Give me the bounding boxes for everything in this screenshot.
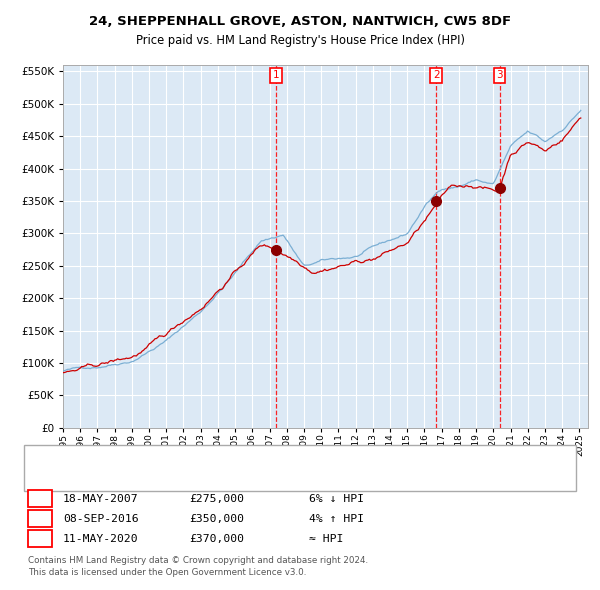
Text: This data is licensed under the Open Government Licence v3.0.: This data is licensed under the Open Gov…: [28, 568, 307, 577]
Text: 11-MAY-2020: 11-MAY-2020: [63, 534, 139, 543]
Text: 6% ↓ HPI: 6% ↓ HPI: [309, 494, 364, 503]
Text: 3: 3: [496, 70, 503, 80]
Text: ≈ HPI: ≈ HPI: [309, 534, 343, 543]
Text: 24, SHEPPENHALL GROVE, ASTON, NANTWICH, CW5 8DF: 24, SHEPPENHALL GROVE, ASTON, NANTWICH, …: [89, 15, 511, 28]
Text: 08-SEP-2016: 08-SEP-2016: [63, 514, 139, 523]
Text: Price paid vs. HM Land Registry's House Price Index (HPI): Price paid vs. HM Land Registry's House …: [136, 34, 464, 47]
Text: ——: ——: [39, 448, 67, 463]
Text: 18-MAY-2007: 18-MAY-2007: [63, 494, 139, 503]
Text: HPI: Average price, detached house, Cheshire East: HPI: Average price, detached house, Ches…: [69, 467, 325, 477]
Text: ——: ——: [39, 465, 67, 479]
Text: 2: 2: [433, 70, 440, 80]
Text: 1: 1: [273, 70, 280, 80]
Text: 4% ↑ HPI: 4% ↑ HPI: [309, 514, 364, 523]
Text: 3: 3: [36, 532, 44, 545]
Text: £370,000: £370,000: [189, 534, 244, 543]
Text: 24, SHEPPENHALL GROVE, ASTON, NANTWICH, CW5 8DF (detached house): 24, SHEPPENHALL GROVE, ASTON, NANTWICH, …: [69, 451, 449, 460]
Text: 1: 1: [36, 492, 44, 505]
Text: £350,000: £350,000: [189, 514, 244, 523]
Text: £275,000: £275,000: [189, 494, 244, 503]
Text: 2: 2: [36, 512, 44, 525]
Text: Contains HM Land Registry data © Crown copyright and database right 2024.: Contains HM Land Registry data © Crown c…: [28, 556, 368, 565]
